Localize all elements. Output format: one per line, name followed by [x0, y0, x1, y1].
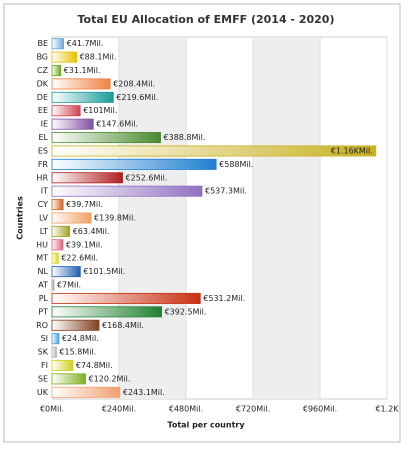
y-tick-label: EE [38, 106, 48, 115]
y-tick-label: RO [36, 321, 48, 330]
bar [51, 359, 74, 371]
value-label: €208.4Mil. [113, 79, 155, 88]
x-tick-label: €960Mil. [303, 405, 337, 414]
value-label: €147.6Mil. [96, 120, 138, 129]
bar [51, 279, 55, 291]
y-tick-label: IT [41, 187, 48, 196]
y-tick-label: FI [41, 361, 48, 370]
value-label: €31.1Mil. [64, 66, 101, 75]
value-label: €139.8Mil. [94, 214, 136, 223]
x-tick-label: €1.2K [375, 405, 399, 414]
bar [51, 132, 161, 144]
value-label: €392.5Mil. [165, 307, 207, 316]
grid-band [253, 37, 320, 399]
value-label: €101.5Mil. [83, 267, 125, 276]
bar [51, 333, 60, 345]
y-tick-label: UK [37, 388, 49, 397]
bar [51, 118, 94, 130]
value-label: €63.4Mil. [73, 227, 110, 236]
y-tick-label: DE [37, 93, 48, 102]
value-label: €15.8Mil. [59, 348, 96, 357]
bar [51, 78, 111, 90]
x-tick-label: €0Mil. [40, 405, 64, 414]
bar [51, 386, 121, 398]
x-axis-label: Total per country [167, 421, 245, 430]
y-tick-label: PT [38, 307, 48, 316]
bar [51, 225, 71, 237]
bar [51, 91, 114, 103]
value-label: €39.7Mil. [66, 200, 103, 209]
bar [51, 145, 377, 157]
y-tick-label: DK [37, 79, 49, 88]
value-label: €219.6Mil. [116, 93, 158, 102]
y-tick-label: EL [38, 133, 48, 142]
bar [51, 38, 65, 50]
bar [51, 239, 64, 251]
y-tick-label: ES [38, 146, 48, 155]
bar [51, 158, 217, 170]
x-tick-label: €240Mil. [102, 405, 136, 414]
value-label: €243.1Mil. [123, 388, 165, 397]
bar [51, 185, 203, 197]
y-tick-label: AT [38, 281, 48, 290]
value-label: €588Mil. [219, 160, 253, 169]
bar [51, 51, 77, 63]
x-tick-label: €720Mil. [236, 405, 270, 414]
x-tick-label: €480Mil. [169, 405, 203, 414]
value-label: €88.1Mil. [80, 53, 117, 62]
value-label: €22.6Mil. [61, 254, 98, 263]
value-label: €101Mil. [83, 106, 117, 115]
bar [51, 373, 86, 385]
bar [51, 252, 59, 264]
value-label: €7Mil. [57, 281, 81, 290]
bar [51, 65, 62, 77]
value-label: €120.2Mil. [89, 374, 131, 383]
value-label: €74.8Mil. [76, 361, 113, 370]
y-tick-label: LV [39, 214, 49, 223]
value-label: €39.1Mil. [66, 240, 103, 249]
y-tick-label: NL [38, 267, 49, 276]
y-tick-label: FR [38, 160, 49, 169]
y-tick-label: HR [36, 173, 48, 182]
bar [51, 292, 201, 304]
bar [51, 319, 100, 331]
y-axis-label: Countries [16, 196, 25, 240]
bar [51, 306, 162, 318]
y-tick-label: BE [37, 39, 48, 48]
y-tick-label: SI [41, 334, 48, 343]
y-tick-label: SE [38, 374, 48, 383]
y-tick-label: SK [38, 348, 49, 357]
value-label: €168.4Mil. [102, 321, 144, 330]
value-label: €531.2Mil. [203, 294, 245, 303]
y-tick-label: HU [36, 240, 48, 249]
bar [51, 266, 81, 278]
y-tick-label: PL [39, 294, 49, 303]
value-label: €388.8Mil. [164, 133, 206, 142]
y-tick-label: CZ [37, 66, 49, 75]
bar [51, 172, 123, 184]
value-label: €537.3Mil. [205, 187, 247, 196]
value-label: €41.7Mil. [67, 39, 104, 48]
value-label: €252.6Mil. [126, 173, 168, 182]
value-label: €1.16KMil. [331, 146, 373, 155]
value-label: €24.8Mil. [62, 334, 99, 343]
y-tick-label: LT [40, 227, 48, 236]
chart-title: Total EU Allocation of EMFF (2014 - 2020… [78, 13, 335, 26]
bar [51, 212, 92, 224]
y-tick-label: IE [41, 120, 48, 129]
bar [51, 105, 81, 117]
grid-band [119, 37, 186, 399]
y-tick-label: CY [38, 200, 48, 209]
bar [51, 346, 57, 358]
bar [51, 199, 64, 211]
y-tick-label: MT [36, 254, 48, 263]
y-tick-label: BG [36, 53, 48, 62]
